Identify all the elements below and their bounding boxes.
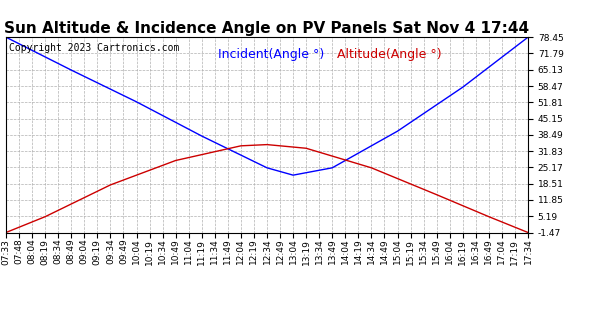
- Text: Copyright 2023 Cartronics.com: Copyright 2023 Cartronics.com: [8, 43, 179, 53]
- Title: Sun Altitude & Incidence Angle on PV Panels Sat Nov 4 17:44: Sun Altitude & Incidence Angle on PV Pan…: [4, 21, 530, 36]
- Legend: Incident(Angle °), Altitude(Angle °): Incident(Angle °), Altitude(Angle °): [213, 43, 446, 66]
